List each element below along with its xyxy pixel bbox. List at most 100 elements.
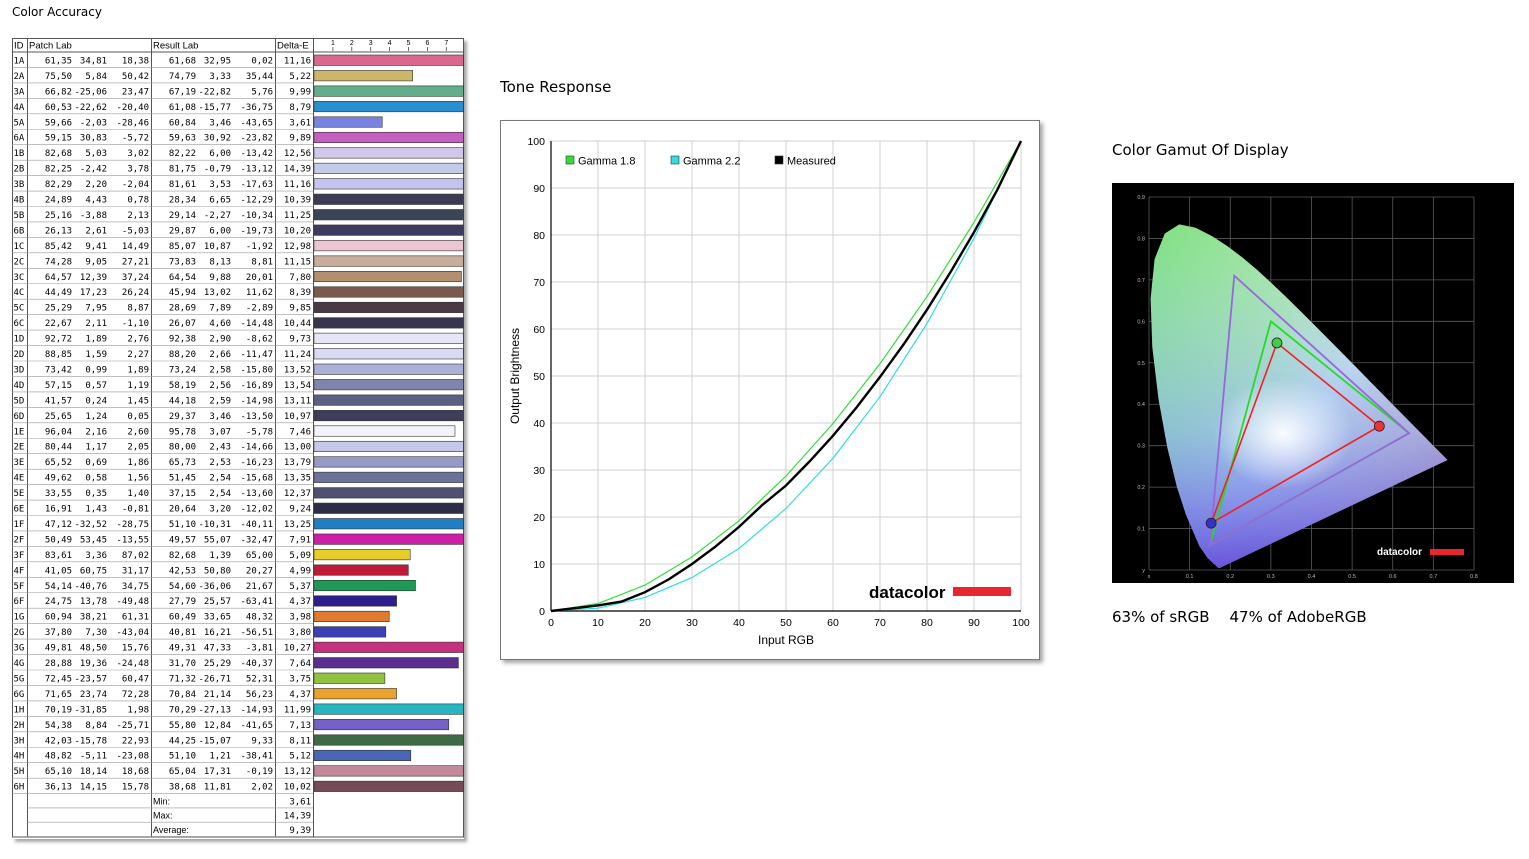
patch-lab-value: 1,17 — [85, 443, 107, 453]
delta-e-bar — [313, 286, 464, 298]
result-lab-value: 49,57 — [169, 535, 196, 545]
result-lab-value: 60,84 — [169, 118, 196, 128]
summary-value: 9,39 — [289, 826, 311, 836]
result-lab-value: -11,47 — [240, 350, 273, 360]
patch-lab-value: 19,36 — [80, 659, 107, 669]
result-lab-value: -23,82 — [240, 134, 273, 144]
delta-e-bar — [313, 502, 464, 514]
result-lab-value: 29,14 — [169, 211, 196, 221]
result-lab-value: -15,07 — [198, 736, 231, 746]
result-lab-value: 44,18 — [169, 396, 196, 406]
patch-lab-value: 1,89 — [127, 365, 149, 375]
result-lab-value: 21,14 — [204, 690, 231, 700]
patch-lab-value: 18,14 — [80, 767, 107, 777]
table-row: 3E 65,52 0,69 1,86 65,73 2,53 -16,23 13,79 — [12, 456, 464, 470]
table-row: 6E 16,91 1,43 -0,81 20,64 3,20 -12,02 9,24 — [12, 502, 464, 516]
patch-lab-value: 31,17 — [122, 566, 149, 576]
result-lab-value: -36,06 — [198, 582, 231, 592]
delta-e-value: 8,39 — [289, 288, 311, 298]
table-row: 2F 50,49 53,45 -13,55 49,57 55,07 -32,47 7,91 — [12, 533, 464, 547]
result-lab-value: -8,62 — [246, 335, 273, 345]
patch-lab-value: 60,75 — [80, 566, 107, 576]
row-id: 5G — [14, 674, 25, 684]
table-row: 4D 57,15 0,57 1,19 58,19 2,56 -16,89 13,54 — [12, 379, 464, 393]
result-lab-value: 26,07 — [169, 319, 196, 329]
patch-lab-value: 50,49 — [45, 535, 72, 545]
gamut-datacolor-logo-bar — [1430, 549, 1464, 555]
patch-lab-value: 5,84 — [85, 72, 107, 82]
delta-e-bar — [313, 688, 397, 700]
delta-e-value: 7,80 — [289, 273, 311, 283]
delta-e-bar — [313, 193, 464, 205]
y-tick-label: 100 — [527, 136, 545, 148]
gamut-y-tick: 0.8 — [1137, 236, 1145, 242]
result-lab-value: 2,59 — [209, 396, 231, 406]
delta-e-value: 13,12 — [284, 767, 311, 777]
patch-lab-value: 88,85 — [45, 350, 72, 360]
patch-lab-value: 82,68 — [45, 149, 72, 159]
result-lab-value: 64,54 — [169, 273, 196, 283]
patch-lab-value: -24,48 — [116, 659, 149, 669]
result-lab-value: 92,38 — [169, 335, 196, 345]
delta-e-value: 11,16 — [284, 56, 311, 66]
table-row: 2G 37,80 7,30 -43,04 40,81 16,21 -56,51 3,80 — [12, 626, 387, 640]
result-lab-value: 2,90 — [209, 335, 231, 345]
table-row: 5F 54,14 -40,76 34,75 54,60 -36,06 21,67 5,37 — [12, 579, 416, 594]
table-row: 6A 59,15 30,83 -5,72 59,63 30,92 -23,82 9,89 — [12, 131, 464, 145]
patch-lab-value: 75,50 — [45, 72, 72, 82]
result-lab-value: 2,54 — [209, 474, 231, 484]
result-lab-value: 3,20 — [209, 505, 231, 515]
patch-lab-value: 27,21 — [122, 257, 149, 267]
table-row: 3H 42,03 -15,78 22,93 44,25 -15,07 9,33 8,11 — [12, 734, 464, 748]
delta-e-value: 13,25 — [284, 520, 311, 530]
table-row: 3C 64,57 12,39 37,24 64,54 9,88 20,01 7,80 — [12, 271, 462, 285]
patch-lab-value: 0,78 — [127, 196, 149, 206]
patch-lab-value: 71,65 — [45, 690, 72, 700]
patch-lab-value: 66,82 — [45, 87, 72, 97]
patch-lab-value: 9,41 — [85, 242, 107, 252]
result-lab-value: 13,02 — [204, 288, 231, 298]
patch-lab-value: -2,03 — [80, 118, 107, 128]
patch-lab-value: 65,52 — [45, 458, 72, 468]
patch-lab-value: 1,40 — [127, 489, 149, 499]
summary-value: 3,61 — [289, 797, 311, 807]
legend-label: Measured — [787, 156, 836, 168]
delta-e-value: 10,97 — [284, 412, 311, 422]
patch-lab-value: 22,93 — [122, 736, 149, 746]
delta-e-value: 3,75 — [289, 674, 311, 684]
patch-lab-value: 18,68 — [122, 767, 149, 777]
gamut-triangle-adobergb — [1208, 273, 1411, 547]
x-tick-label: 0 — [548, 617, 554, 629]
row-id: 4H — [14, 752, 25, 762]
patch-lab-value: 82,25 — [45, 165, 72, 175]
result-lab-value: 56,23 — [246, 690, 273, 700]
patch-lab-value: 25,16 — [45, 211, 72, 221]
patch-lab-value: 57,15 — [45, 381, 72, 391]
row-id: 2E — [14, 443, 25, 453]
gamut-x-tick: x — [1148, 574, 1151, 580]
result-lab-value: 65,00 — [246, 551, 273, 561]
result-lab-value: 51,10 — [169, 752, 196, 762]
y-tick-label: 30 — [533, 465, 545, 477]
color-accuracy-table-svg: ID Patch Lab Result Lab Delta-E 1 2 3 4 5 6 7 1A 61,… — [12, 38, 464, 838]
y-tick-label: 90 — [533, 183, 545, 195]
result-lab-value: 7,89 — [209, 304, 231, 314]
result-lab-value: -10,34 — [240, 211, 273, 221]
table-row: 2H 54,38 8,84 -25,71 55,80 12,84 -41,65 7,13 — [12, 719, 450, 733]
result-lab-value: -14,98 — [240, 396, 273, 406]
patch-lab-value: 48,82 — [45, 752, 72, 762]
result-lab-value: -32,47 — [240, 535, 273, 545]
result-lab-value: 6,00 — [209, 226, 231, 236]
table-row: 4G 28,88 19,36 -24,48 31,70 25,29 -40,37 7,64 — [12, 657, 459, 671]
result-lab-value: -13,50 — [240, 412, 273, 422]
patch-lab-value: 13,78 — [80, 597, 107, 607]
patch-lab-value: -32,52 — [74, 520, 107, 530]
table-row: 1F 47,12 -32,52 -28,75 51,10 -10,31 -40,11 13,2… — [12, 518, 464, 532]
delta-e-value: 10,20 — [284, 226, 311, 236]
patch-lab-value: 85,42 — [45, 242, 72, 252]
result-lab-value: 58,19 — [169, 381, 196, 391]
patch-lab-value: 18,38 — [122, 56, 149, 66]
table-row: 6C 22,67 2,11 -1,10 26,07 4,60 -14,48 10,44 — [12, 317, 464, 331]
table-row: 4B 24,89 4,43 0,78 28,34 6,65 -12,29 10,39 — [12, 193, 464, 207]
patch-lab-value: 60,53 — [45, 103, 72, 113]
